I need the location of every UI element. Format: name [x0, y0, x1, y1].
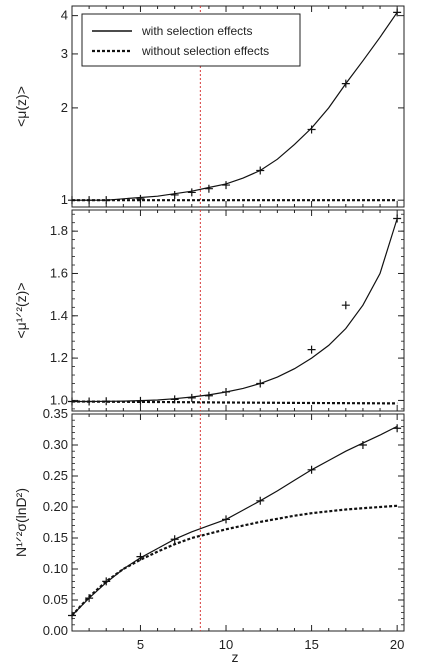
plot-frame [71, 413, 405, 632]
data-point [68, 397, 76, 406]
data-point [256, 496, 265, 505]
data-point [170, 190, 179, 199]
data-point [341, 79, 350, 88]
data-point [136, 194, 145, 203]
panel-top: 1 2 3 4 <μ(z)> with selection effects without … [13, 5, 405, 208]
y-tick-label: 1.8 [50, 223, 68, 238]
data-point [256, 379, 265, 388]
data-point [187, 393, 196, 402]
data-point [307, 345, 316, 354]
y-tick-label: 1 [61, 192, 68, 207]
y-tick-label: 1.2 [50, 350, 68, 365]
plot-frame [71, 209, 405, 412]
x-tick-label: 10 [219, 637, 233, 652]
data-point [102, 397, 111, 406]
data-point [68, 196, 76, 205]
y-tick-label: 0.25 [43, 468, 68, 483]
data-point [307, 465, 316, 474]
data-point [393, 8, 402, 17]
series-line-without-selection [71, 504, 398, 617]
panel-middle: 1.0 1.2 1.4 1.6 1.8 <μ¹ᐟ²(z)> [13, 209, 405, 412]
data-point [358, 441, 367, 449]
y-tick-label: 0.20 [43, 499, 68, 514]
data-point [307, 125, 316, 134]
data-point [85, 196, 94, 205]
y-axis-label: N¹ᐟ²σ(lnD²) [13, 488, 29, 557]
y-tick-label: 1.6 [50, 265, 68, 280]
y-tick-label: 1.0 [50, 392, 68, 407]
legend-label: with selection effects [141, 24, 253, 38]
data-point [204, 391, 213, 400]
data-point [222, 515, 231, 524]
y-tick-label: 4 [61, 8, 68, 23]
data-point [393, 424, 402, 433]
y-tick-label: 0.05 [43, 592, 68, 607]
legend-box [81, 13, 301, 67]
data-point [187, 188, 196, 197]
data-point [170, 535, 179, 544]
plot-frame [71, 5, 405, 208]
data-point [136, 396, 145, 405]
y-tick-label: 0.30 [43, 437, 68, 452]
data-point [222, 181, 231, 190]
series-line-without-selection [71, 400, 398, 405]
data-point [170, 395, 179, 404]
y-tick-label: 3 [61, 46, 68, 61]
x-tick-label: 20 [390, 637, 404, 652]
x-axis-label: z [232, 649, 239, 665]
y-axis-label: <μ¹ᐟ²(z)> [13, 283, 29, 339]
data-point [341, 301, 350, 310]
y-tick-label: 2 [61, 100, 68, 115]
data-point [136, 552, 145, 561]
data-point [85, 397, 94, 406]
legend-label: without selection effects [141, 44, 269, 58]
y-axis-label: <μ(z)> [13, 86, 29, 127]
data-point [204, 184, 213, 193]
series-line-with-selection [72, 11, 398, 201]
data-point [393, 214, 402, 223]
x-tick-label: 15 [304, 637, 318, 652]
x-tick-label: 5 [137, 637, 144, 652]
panel-bottom: 0.00 0.05 0.10 0.15 0.20 0.25 0.30 0.35 5 10 15 20 N… [13, 406, 405, 652]
data-point [85, 594, 94, 603]
data-point [68, 611, 76, 620]
data-point [102, 196, 111, 205]
series-line-with-selection [71, 425, 398, 616]
y-tick-label: 1.4 [50, 308, 68, 323]
y-tick-label: 0.10 [43, 561, 68, 576]
y-tick-label: 0.15 [43, 530, 68, 545]
data-point [256, 166, 265, 175]
y-tick-label: 0.35 [43, 406, 68, 421]
series-line-with-selection [72, 218, 398, 403]
data-point [222, 387, 231, 396]
data-point [102, 577, 111, 586]
y-tick-label: 0.00 [43, 623, 68, 638]
